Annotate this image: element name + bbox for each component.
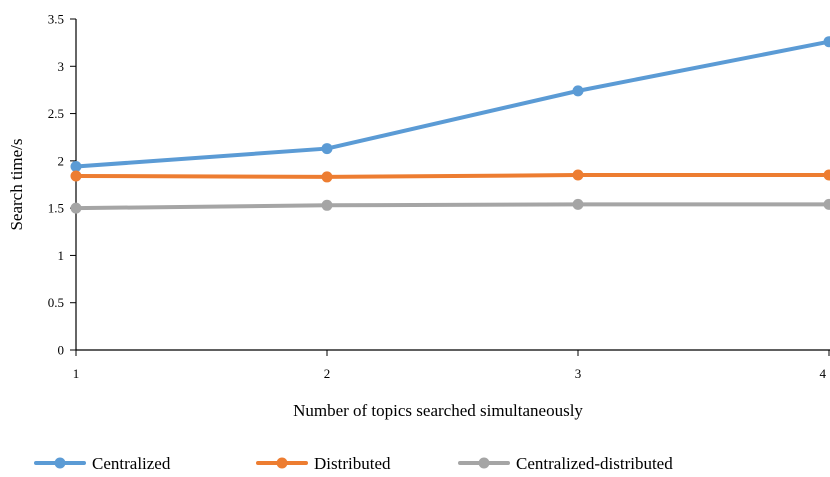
y-axis-title: Search time/s <box>7 138 26 230</box>
y-tick-label: 3.5 <box>48 12 64 27</box>
data-point <box>71 161 82 172</box>
data-point <box>824 36 830 47</box>
y-tick-label: 2.5 <box>48 106 64 121</box>
data-point <box>322 143 333 154</box>
data-point <box>573 85 584 96</box>
plot-area: 0 0.5 1 1.5 2 2.5 3 3.5 1 2 3 4 <box>48 12 830 382</box>
legend-swatch-marker <box>479 458 490 469</box>
legend: Centralized Distributed Centralized-distri… <box>36 454 673 472</box>
series-line-2 <box>76 175 829 177</box>
series-line-1 <box>76 42 829 167</box>
y-tick-label: 0 <box>58 343 65 358</box>
data-point <box>322 200 333 211</box>
legend-label: Distributed <box>314 454 391 472</box>
x-axis-title: Number of topics searched simultaneously <box>293 401 583 420</box>
data-point <box>824 170 830 181</box>
y-tick-label: 1.5 <box>48 201 64 216</box>
data-point <box>322 171 333 182</box>
series-layer <box>71 36 830 213</box>
y-ticks: 0 0.5 1 1.5 2 2.5 3 3.5 <box>48 12 76 358</box>
legend-swatch-marker <box>55 458 66 469</box>
data-point <box>573 199 584 210</box>
legend-label: Centralized <box>92 454 171 472</box>
data-point <box>71 203 82 214</box>
y-tick-label: 3 <box>58 59 65 74</box>
series-line-3 <box>76 204 829 208</box>
legend-label: Centralized-distributed <box>516 454 673 472</box>
x-tick-label: 4 <box>820 366 827 381</box>
data-point <box>824 199 830 210</box>
x-ticks: 1 2 3 4 <box>73 350 829 381</box>
x-tick-label: 2 <box>324 366 331 381</box>
data-point <box>71 170 82 181</box>
y-tick-label: 1 <box>58 248 65 263</box>
x-tick-label: 3 <box>575 366 582 381</box>
x-tick-label: 1 <box>73 366 80 381</box>
y-tick-label: 0.5 <box>48 295 64 310</box>
data-point <box>573 170 584 181</box>
y-tick-label: 2 <box>58 153 65 168</box>
legend-swatch-marker <box>277 458 288 469</box>
